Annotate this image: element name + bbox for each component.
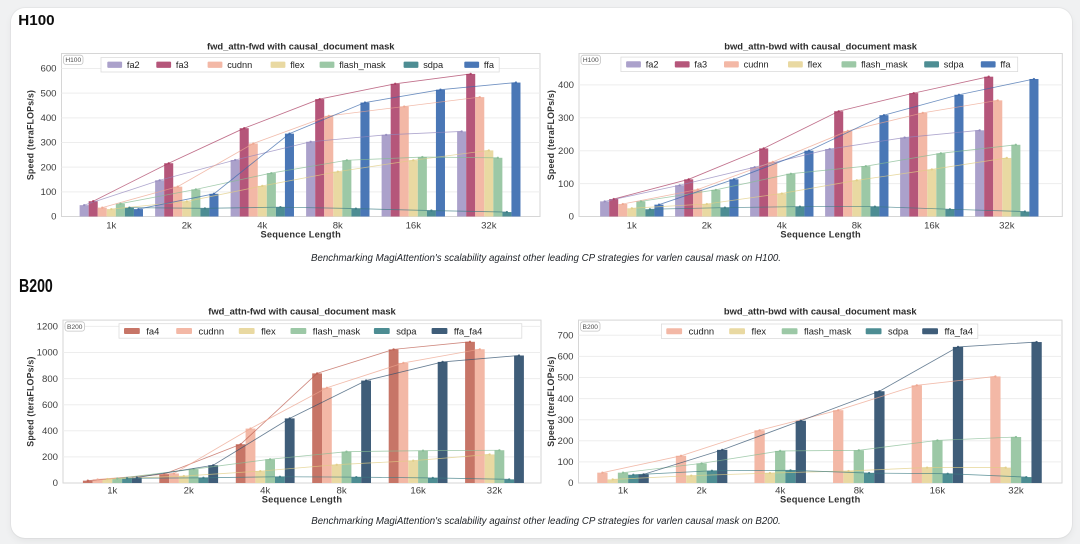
- svg-text:32k: 32k: [1008, 486, 1024, 497]
- svg-text:400: 400: [40, 113, 56, 124]
- svg-text:Sequence Length: Sequence Length: [262, 495, 343, 505]
- svg-text:sdpa: sdpa: [423, 60, 444, 70]
- svg-text:2k: 2k: [184, 486, 194, 497]
- svg-text:cudnn: cudnn: [689, 326, 715, 337]
- svg-text:Sequence Length: Sequence Length: [780, 229, 861, 239]
- svg-text:200: 200: [40, 162, 56, 173]
- svg-text:Speed (teraFLOPs/s): Speed (teraFLOPs/s): [26, 90, 36, 180]
- svg-text:16k: 16k: [406, 221, 422, 232]
- svg-text:4k: 4k: [260, 486, 270, 497]
- svg-text:fa2: fa2: [127, 60, 140, 70]
- svg-text:flex: flex: [808, 60, 823, 70]
- svg-text:H100: H100: [583, 57, 599, 64]
- svg-text:32k: 32k: [999, 221, 1015, 232]
- svg-text:bwd_attn-bwd with causal_docum: bwd_attn-bwd with causal_document mask: [724, 41, 918, 52]
- svg-text:300: 300: [558, 113, 574, 124]
- svg-text:sdpa: sdpa: [944, 60, 965, 70]
- svg-text:0: 0: [568, 478, 573, 489]
- svg-text:0: 0: [51, 212, 56, 223]
- svg-text:1k: 1k: [618, 486, 628, 497]
- svg-text:600: 600: [40, 64, 56, 75]
- svg-text:8k: 8k: [854, 486, 864, 497]
- svg-text:fwd_attn-fwd with causal_docum: fwd_attn-fwd with causal_document mask: [208, 306, 396, 317]
- svg-text:1k: 1k: [627, 221, 637, 232]
- svg-text:16k: 16k: [924, 221, 940, 232]
- svg-text:flex: flex: [290, 60, 305, 70]
- svg-text:ffa_fa4: ffa_fa4: [945, 326, 974, 337]
- svg-text:fa4: fa4: [146, 325, 159, 336]
- svg-text:4k: 4k: [777, 221, 787, 232]
- svg-text:fa3: fa3: [694, 60, 707, 70]
- svg-text:400: 400: [42, 426, 58, 437]
- svg-text:1200: 1200: [37, 322, 58, 333]
- svg-text:800: 800: [42, 374, 58, 385]
- svg-text:Sequence Length: Sequence Length: [780, 495, 861, 505]
- svg-text:Speed (teraFLOPs/s): Speed (teraFLOPs/s): [26, 356, 36, 446]
- svg-text:1k: 1k: [106, 221, 116, 232]
- svg-text:bwd_attn-bwd with causal_docum: bwd_attn-bwd with causal_document mask: [724, 306, 918, 317]
- svg-text:200: 200: [42, 452, 58, 463]
- svg-text:flex: flex: [752, 326, 767, 337]
- svg-text:500: 500: [40, 88, 56, 99]
- svg-text:ffa_fa4: ffa_fa4: [454, 325, 483, 336]
- svg-text:fa2: fa2: [646, 60, 659, 70]
- svg-text:400: 400: [557, 394, 573, 405]
- svg-text:100: 100: [558, 179, 574, 190]
- svg-text:1k: 1k: [107, 486, 117, 497]
- svg-text:B200: B200: [67, 324, 83, 331]
- svg-text:2k: 2k: [182, 221, 192, 232]
- svg-text:32k: 32k: [481, 221, 497, 232]
- svg-text:sdpa: sdpa: [888, 326, 909, 337]
- svg-text:flash_mask: flash_mask: [861, 60, 908, 70]
- svg-text:flash_mask: flash_mask: [339, 60, 386, 70]
- svg-text:600: 600: [557, 352, 573, 363]
- svg-text:700: 700: [557, 331, 573, 342]
- svg-text:300: 300: [40, 138, 56, 149]
- svg-text:300: 300: [557, 415, 573, 426]
- svg-text:2k: 2k: [697, 486, 707, 497]
- svg-text:1000: 1000: [37, 348, 58, 359]
- svg-text:600: 600: [42, 400, 58, 411]
- svg-text:4k: 4k: [775, 486, 785, 497]
- svg-text:400: 400: [558, 80, 574, 91]
- svg-text:8k: 8k: [852, 221, 862, 232]
- svg-text:200: 200: [557, 436, 573, 447]
- svg-text:fa3: fa3: [176, 60, 189, 70]
- svg-text:cudnn: cudnn: [227, 60, 252, 70]
- svg-text:ffa: ffa: [484, 60, 495, 70]
- svg-text:H100: H100: [65, 57, 81, 64]
- svg-text:0: 0: [569, 212, 574, 223]
- svg-text:sdpa: sdpa: [396, 325, 417, 336]
- svg-text:100: 100: [557, 457, 573, 468]
- svg-text:32k: 32k: [487, 486, 503, 497]
- svg-text:fwd_attn-fwd with causal_docum: fwd_attn-fwd with causal_document mask: [207, 41, 395, 52]
- svg-text:flash_mask: flash_mask: [313, 325, 361, 336]
- svg-text:4k: 4k: [257, 221, 267, 232]
- svg-text:flex: flex: [261, 325, 276, 336]
- svg-text:200: 200: [558, 146, 574, 157]
- svg-text:cudnn: cudnn: [744, 60, 769, 70]
- svg-text:flash_mask: flash_mask: [804, 326, 852, 337]
- svg-text:8k: 8k: [337, 486, 347, 497]
- svg-text:16k: 16k: [410, 486, 426, 497]
- svg-text:ffa: ffa: [1000, 60, 1011, 70]
- svg-text:100: 100: [40, 187, 56, 198]
- svg-text:2k: 2k: [702, 221, 712, 232]
- svg-text:16k: 16k: [930, 486, 946, 497]
- svg-text:Sequence Length: Sequence Length: [261, 229, 342, 239]
- svg-text:B200: B200: [583, 324, 599, 331]
- svg-text:Speed (teraFLOPs/s): Speed (teraFLOPs/s): [546, 356, 556, 446]
- svg-text:8k: 8k: [333, 221, 343, 232]
- svg-text:cudnn: cudnn: [199, 325, 225, 336]
- svg-text:500: 500: [557, 373, 573, 384]
- svg-text:Speed (teraFLOPs/s): Speed (teraFLOPs/s): [546, 90, 556, 180]
- svg-text:0: 0: [53, 478, 58, 489]
